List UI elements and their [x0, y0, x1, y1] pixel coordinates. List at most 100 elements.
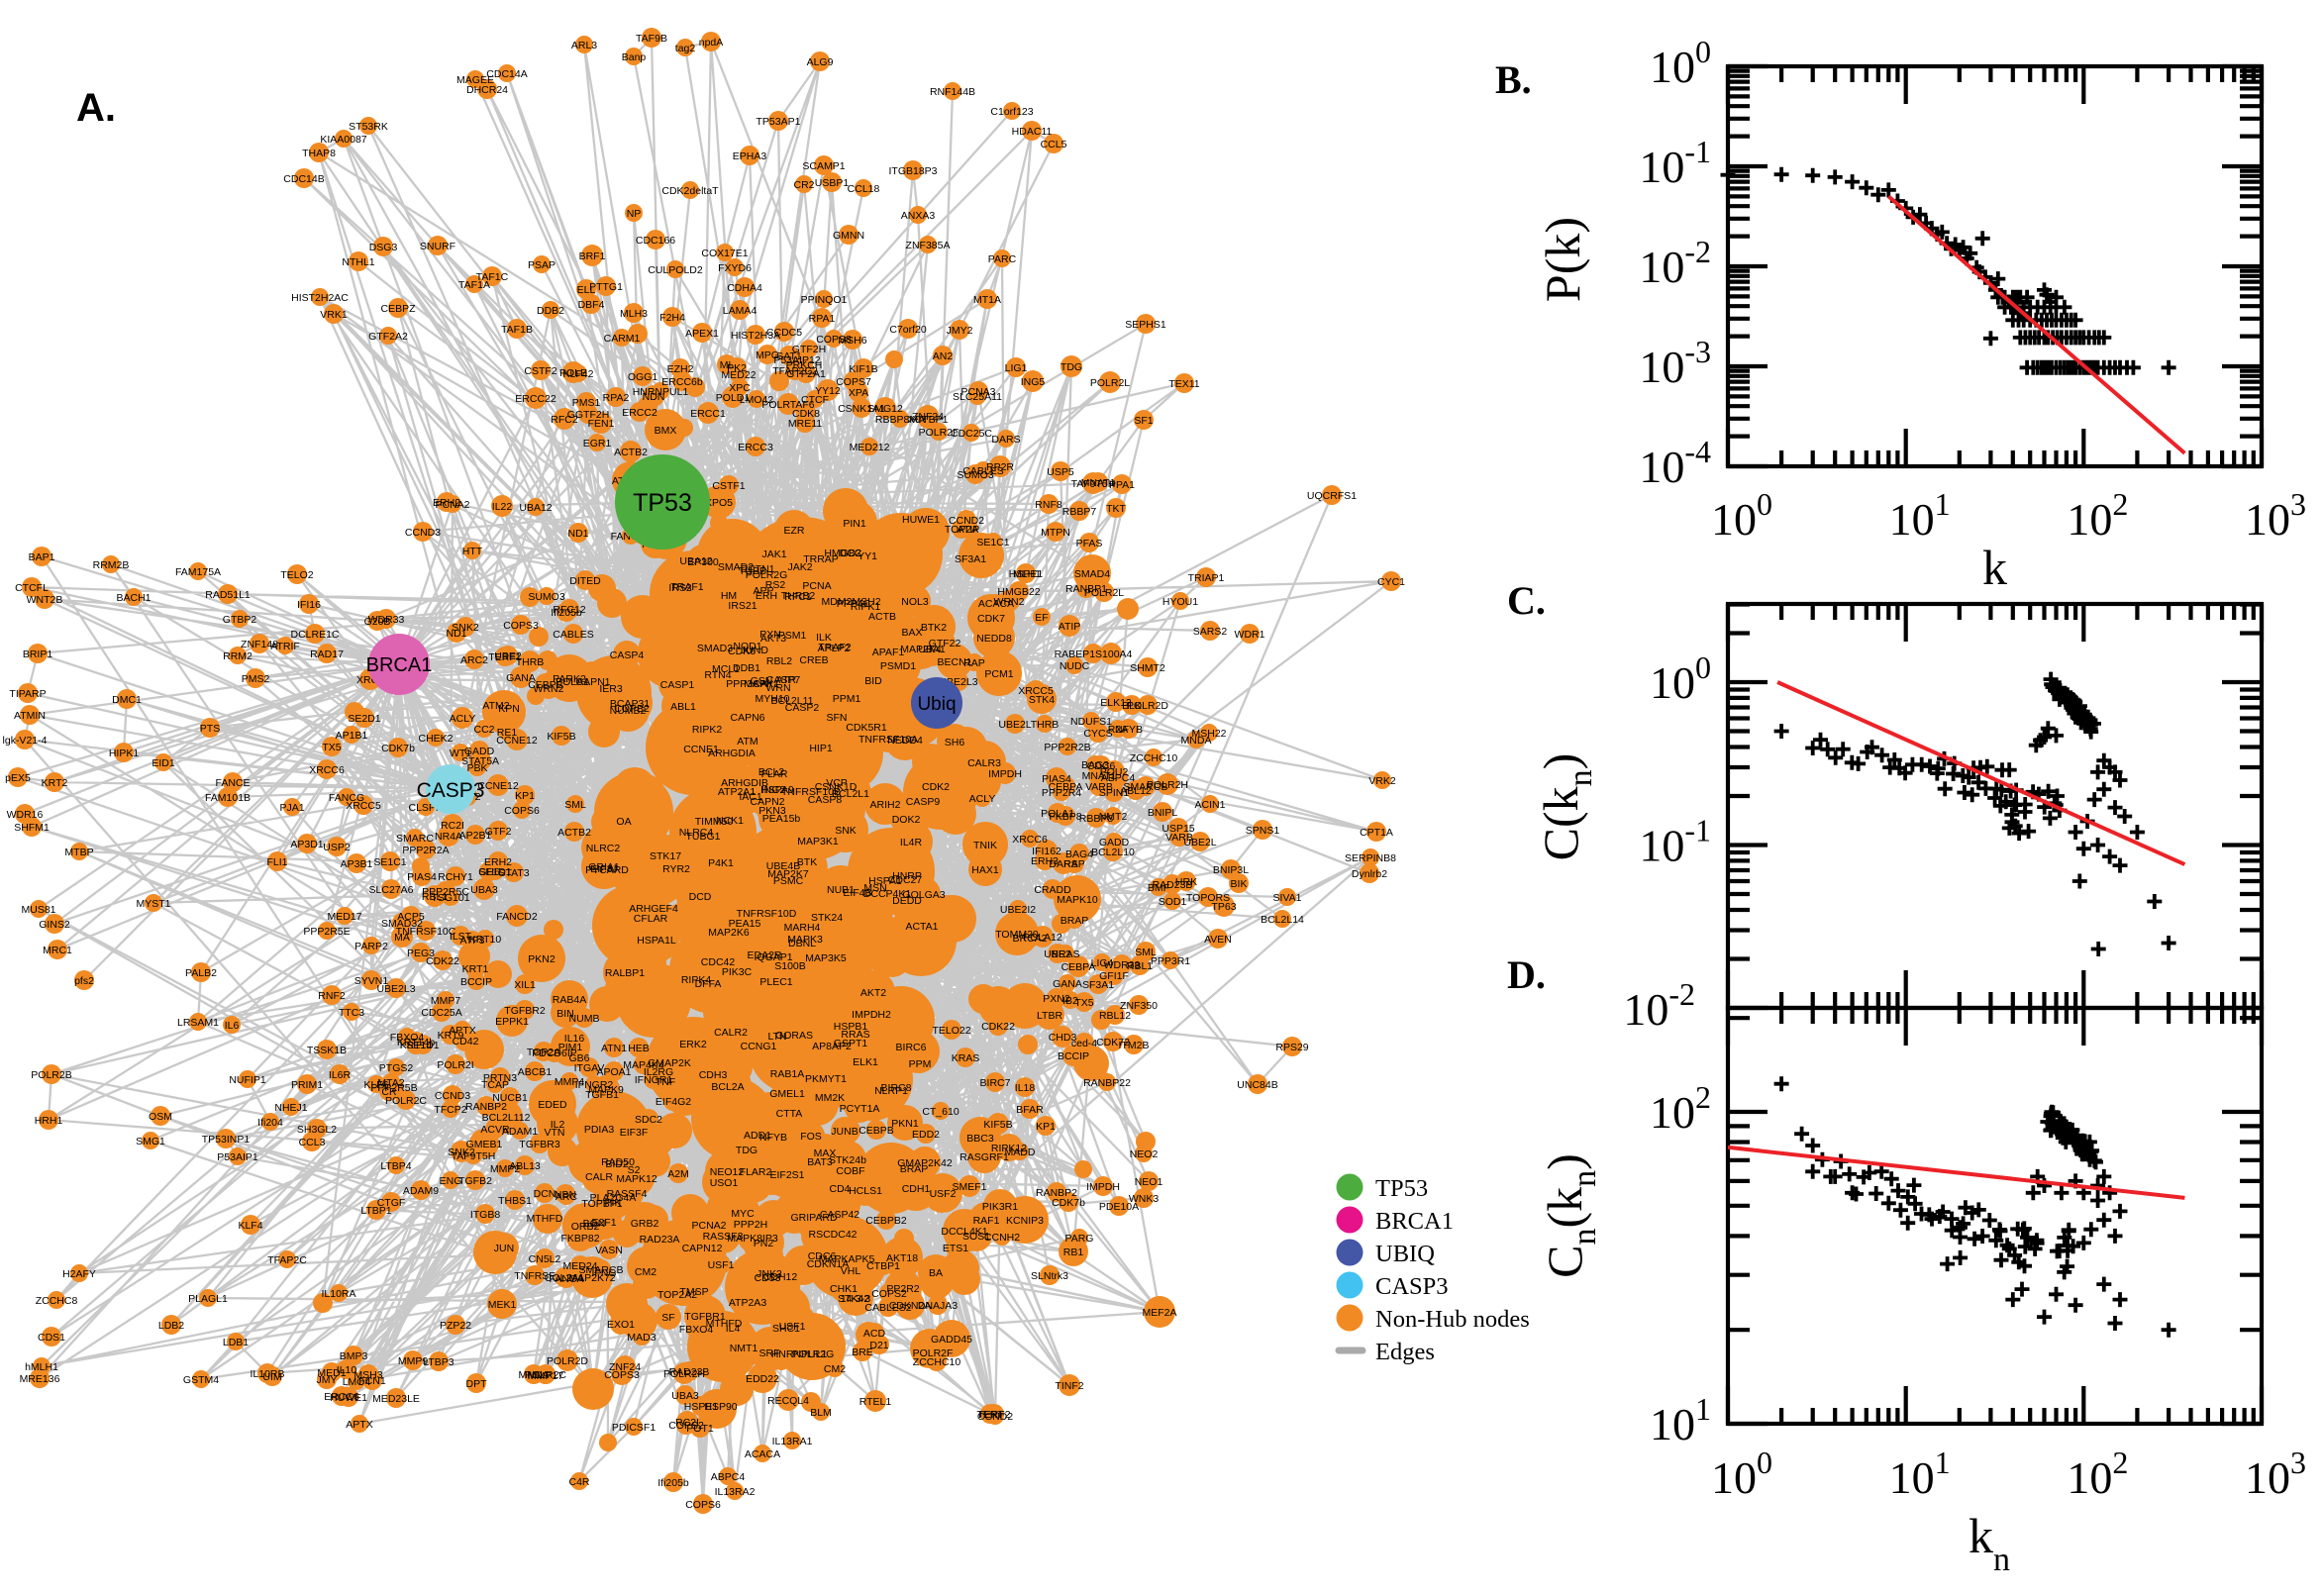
svg-text:GINS2: GINS2: [39, 919, 70, 931]
svg-text:NTHL1: NTHL1: [342, 256, 374, 268]
svg-text:PSAP: PSAP: [528, 259, 556, 271]
svg-text:CDC42: CDC42: [701, 956, 736, 968]
svg-text:PN2: PN2: [754, 1238, 774, 1249]
svg-text:tag2: tag2: [675, 43, 696, 54]
svg-text:CASP3: CASP3: [1375, 1273, 1449, 1300]
svg-text:TIPARP: TIPARP: [9, 688, 46, 700]
svg-text:APTX: APTX: [346, 1419, 372, 1431]
svg-text:RC2I: RC2I: [675, 1417, 699, 1429]
svg-text:NP: NP: [627, 208, 642, 220]
svg-text:PPP2R5B: PPP2R5B: [370, 1082, 417, 1094]
svg-text:LTN: LTN: [767, 1031, 786, 1043]
svg-text:LDB2: LDB2: [158, 1320, 184, 1332]
svg-text:DARS: DARS: [991, 434, 1020, 446]
svg-text:Ifi205b: Ifi205b: [657, 1477, 689, 1489]
svg-text:EPPK1: EPPK1: [495, 1016, 529, 1028]
svg-text:ZNF148: ZNF148: [241, 639, 278, 650]
svg-text:CABLES: CABLES: [553, 629, 593, 641]
svg-text:CASP9: CASP9: [906, 796, 941, 808]
svg-text:TP53INP1: TP53INP1: [202, 1134, 251, 1146]
svg-text:MRC1: MRC1: [43, 945, 72, 956]
svg-text:CYC1: CYC1: [1377, 576, 1405, 588]
svg-text:100: 100: [1650, 649, 1711, 708]
svg-text:PRKCH: PRKCH: [786, 359, 823, 371]
svg-text:IFNGR2: IFNGR2: [575, 1079, 614, 1091]
svg-text:ZCCHC8: ZCCHC8: [36, 1295, 78, 1307]
svg-text:SMAD32: SMAD32: [381, 918, 423, 930]
svg-text:APEX1: APEX1: [685, 328, 719, 340]
svg-text:CCND2: CCND2: [949, 515, 984, 527]
svg-text:HCLS1: HCLS1: [849, 1185, 882, 1197]
svg-text:CHEK2: CHEK2: [418, 733, 453, 745]
svg-text:CDK2: CDK2: [922, 781, 950, 793]
svg-text:TX5: TX5: [1074, 997, 1093, 1009]
svg-text:SML: SML: [564, 799, 586, 811]
svg-text:BIRC7: BIRC7: [980, 1077, 1011, 1089]
svg-text:AKT18: AKT18: [886, 1252, 918, 1264]
svg-text:EID1: EID1: [152, 757, 175, 769]
svg-text:PSMC: PSMC: [773, 875, 804, 887]
svg-text:CAPN1: CAPN1: [575, 676, 610, 688]
svg-text:ABL12: ABL12: [1120, 785, 1152, 797]
svg-text:DBF4: DBF4: [578, 299, 605, 311]
svg-text:MAP2K72: MAP2K72: [568, 1272, 615, 1284]
svg-text:RBL1: RBL1: [1127, 960, 1153, 972]
svg-text:POLR2F: POLR2F: [913, 1347, 954, 1359]
svg-text:CCND2: CCND2: [977, 1411, 1013, 1423]
svg-text:ERH: ERH: [756, 590, 777, 602]
svg-text:RAD23B: RAD23B: [1153, 879, 1193, 891]
svg-text:SRF: SRF: [759, 1347, 780, 1359]
svg-text:CREB: CREB: [799, 654, 828, 666]
svg-text:FANCE: FANCE: [215, 777, 250, 789]
svg-text:SNURF: SNURF: [420, 241, 455, 252]
svg-text:CCDC5: CCDC5: [766, 327, 802, 339]
svg-text:TIMM50: TIMM50: [695, 816, 734, 828]
svg-text:ARC: ARC: [556, 1191, 578, 1203]
svg-text:BGN: BGN: [583, 1218, 606, 1230]
svg-text:IFNG: IFNG: [591, 1267, 616, 1279]
svg-text:PLA2G4A: PLA2G4A: [590, 1192, 637, 1204]
svg-text:AVEN: AVEN: [1204, 934, 1232, 946]
svg-text:PPP2R2B: PPP2R2B: [1044, 742, 1090, 753]
svg-text:RE1: RE1: [497, 727, 518, 739]
svg-text:MRE11: MRE11: [788, 418, 822, 430]
svg-text:TERF2: TERF2: [977, 1409, 1010, 1421]
svg-text:WRN: WRN: [765, 682, 790, 694]
svg-text:RANBP1: RANBP1: [1065, 583, 1107, 595]
svg-text:PTGS2: PTGS2: [379, 1062, 414, 1074]
svg-text:TFAP2C2: TFAP2C2: [772, 365, 818, 377]
svg-text:IAC1: IAC1: [739, 791, 762, 803]
svg-text:PIK3R1: PIK3R1: [982, 1201, 1018, 1213]
svg-text:ZNF24: ZNF24: [609, 1361, 641, 1373]
svg-text:HMGB2: HMGB2: [824, 548, 861, 559]
svg-text:P53AIP1: P53AIP1: [217, 1151, 258, 1163]
svg-text:LTBP1: LTBP1: [360, 1205, 391, 1217]
svg-text:MAP2K6: MAP2K6: [708, 927, 750, 939]
svg-text:NLRP1: NLRP1: [874, 1085, 908, 1097]
svg-text:USF1: USF1: [708, 1259, 735, 1271]
svg-text:OA: OA: [616, 816, 631, 828]
svg-text:XPA: XPA: [849, 387, 868, 399]
svg-text:MMP4: MMP4: [555, 1076, 584, 1088]
svg-text:COPB2: COPB2: [614, 703, 650, 715]
svg-text:TGFB2: TGFB2: [458, 1175, 492, 1187]
svg-text:HSPB1: HSPB1: [834, 1021, 868, 1033]
svg-text:BCCIP: BCCIP: [460, 976, 492, 988]
svg-text:CDK5R1: CDK5R1: [846, 722, 887, 734]
svg-text:HMGB22: HMGB22: [997, 586, 1040, 598]
svg-text:VASN: VASN: [595, 1245, 623, 1256]
svg-text:RC2I: RC2I: [441, 820, 464, 832]
svg-text:POLR2G: POLR2G: [792, 1348, 835, 1360]
svg-text:UBA12: UBA12: [519, 502, 552, 514]
svg-text:ERCC6: ERCC6: [324, 1391, 359, 1403]
svg-text:RAB4A: RAB4A: [553, 994, 586, 1006]
svg-text:MSH2: MSH2: [852, 596, 880, 608]
svg-text:ACACA: ACACA: [978, 598, 1014, 610]
svg-text:C7orf20: C7orf20: [889, 324, 927, 336]
svg-text:KLF4: KLF4: [238, 1220, 262, 1232]
svg-text:TSSK1B: TSSK1B: [307, 1045, 347, 1056]
svg-text:GSN: GSN: [751, 675, 773, 687]
svg-text:BAX: BAX: [901, 627, 922, 639]
svg-text:PK2: PK2: [727, 362, 747, 374]
svg-text:HNRNPUL1: HNRNPUL1: [633, 386, 689, 398]
